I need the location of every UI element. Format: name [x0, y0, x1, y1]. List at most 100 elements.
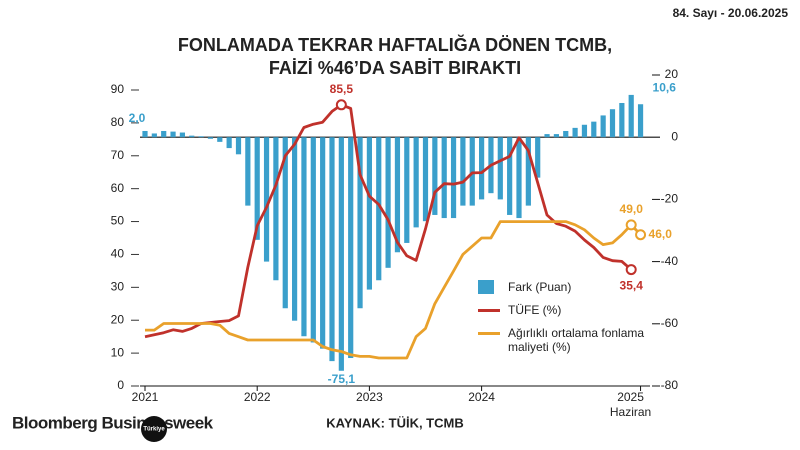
bar	[497, 137, 503, 200]
bar	[507, 137, 513, 215]
bar	[460, 137, 466, 206]
bar	[161, 130, 167, 138]
bar	[207, 137, 214, 139]
bar	[637, 104, 644, 138]
bar	[142, 130, 148, 138]
legend-item: Ağırlıklı ortalama fonlama maliyeti (%)	[478, 326, 648, 354]
x-tick-label: 2021	[132, 390, 159, 404]
y-tick-label: 20	[111, 312, 125, 326]
bar	[572, 127, 578, 138]
bar	[469, 137, 475, 206]
bar	[516, 137, 522, 219]
y2-tick-label: -40	[661, 254, 679, 268]
bar	[441, 137, 447, 219]
y2-tick-label: 20	[665, 67, 679, 81]
bar	[609, 109, 616, 138]
issue: 84. Sayı - 20.06.2025	[673, 6, 789, 20]
point-marker	[335, 99, 347, 111]
bar	[273, 137, 279, 281]
point-marker	[635, 229, 647, 241]
bar	[245, 137, 251, 206]
bar	[320, 137, 326, 349]
y-tick-label: 60	[111, 181, 125, 195]
bar	[348, 137, 354, 359]
line	[145, 220, 642, 360]
value-label: -75,1	[328, 372, 356, 386]
bar	[338, 137, 344, 371]
y-tick-label: 70	[111, 148, 125, 162]
y-tick-label: 40	[111, 247, 125, 261]
bar	[170, 131, 176, 138]
line	[144, 103, 633, 339]
point-marker	[625, 219, 637, 231]
y-tick-label: 10	[111, 345, 125, 359]
legend-label: Ağırlıklı ortalama fonlama maliyeti (%)	[508, 326, 645, 354]
bar	[263, 137, 270, 262]
bar	[179, 132, 185, 138]
bar	[628, 94, 634, 138]
y-tick-label: 50	[111, 214, 125, 228]
bar	[413, 137, 419, 228]
legend-label: Fark (Puan)	[508, 280, 572, 294]
bar	[553, 134, 559, 138]
legend-swatch	[478, 309, 500, 312]
value-label: 49,0	[620, 202, 644, 216]
bar	[432, 137, 438, 215]
value-label: 2,0	[129, 111, 146, 125]
value-label: 85,5	[330, 82, 354, 96]
bar	[619, 102, 625, 138]
legend-swatch	[478, 280, 494, 294]
bar	[422, 137, 429, 222]
x-tick-label: 2022	[244, 390, 271, 404]
x-tick-label: 2023	[356, 390, 383, 404]
bar	[376, 137, 382, 281]
value-label: 10,6	[653, 80, 677, 94]
value-label: 35,4	[620, 279, 644, 293]
legend-item: TÜFE (%)	[478, 303, 648, 317]
bar	[600, 115, 606, 138]
y-tick-label: 30	[111, 280, 125, 294]
bar	[217, 137, 223, 142]
y2-tick-label: -80	[661, 378, 679, 392]
bar	[581, 124, 588, 138]
bar	[226, 137, 232, 149]
bar	[189, 135, 195, 138]
x-sublabel: Haziran	[610, 405, 651, 419]
source: KAYNAK: TÜİK, TCMB	[326, 415, 463, 430]
legend-swatch	[478, 332, 500, 335]
bar	[563, 130, 569, 138]
legend-label: TÜFE (%)	[508, 303, 562, 317]
y2-tick-label: 0	[671, 129, 678, 143]
bar	[366, 137, 372, 290]
bar	[385, 137, 391, 268]
x-tick-label: 2025	[617, 390, 644, 404]
bar	[301, 137, 307, 337]
bar	[544, 134, 550, 138]
bar	[282, 137, 288, 309]
y-tick-label: 0	[117, 378, 124, 392]
y2-tick-label: -20	[661, 192, 679, 206]
y-tick-label: 80	[111, 115, 125, 129]
point-marker	[625, 264, 637, 276]
y-tick-label: 90	[111, 82, 125, 96]
legend-item: Fark (Puan)	[478, 280, 648, 294]
bar	[394, 137, 401, 253]
legend: Fark (Puan) TÜFE (%) Ağırlıklı ortalama fo…	[478, 280, 648, 363]
brand-badge	[141, 416, 167, 442]
bar	[329, 137, 335, 362]
bar	[198, 136, 204, 138]
brand-region: Türkiye	[143, 427, 165, 433]
bar	[525, 137, 531, 206]
bar	[591, 121, 597, 138]
value-label: 46,0	[649, 227, 673, 241]
y2-tick-label: -60	[661, 316, 679, 330]
x-tick-label: 2024	[468, 390, 495, 404]
bar	[310, 137, 316, 343]
bar	[151, 133, 157, 138]
bar	[254, 137, 260, 240]
bar	[357, 137, 363, 309]
bar	[235, 137, 242, 155]
brand: Bloomberg Businessweek	[12, 413, 214, 432]
